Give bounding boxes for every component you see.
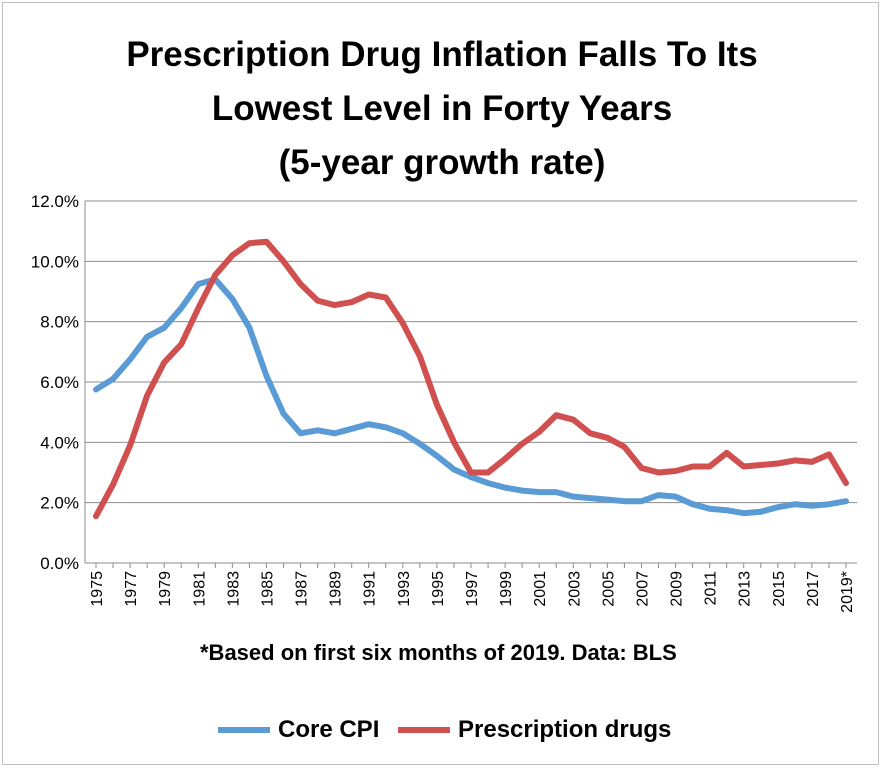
legend-label-core-cpi: Core CPI	[278, 716, 380, 743]
legend-label-prescription-drugs: Prescription drugs	[458, 716, 672, 743]
legend-item-prescription-drugs: Prescription drugs	[398, 710, 671, 750]
x-tick-label: 1977	[123, 571, 140, 607]
chart-subtitle: (5-year growth rate)	[278, 143, 606, 182]
y-tick-label: 2.0%	[40, 494, 79, 513]
x-tick-label: 1987	[294, 571, 311, 607]
chart-title: Prescription Drug Inflation Falls To Its…	[0, 28, 884, 190]
x-tick-label: 2007	[634, 571, 651, 607]
x-tick-label: 1995	[430, 571, 447, 607]
y-tick-label: 0.0%	[40, 554, 79, 573]
x-tick-label: 1991	[362, 571, 379, 607]
series-lines	[93, 238, 849, 520]
y-axis-ticks: 0.0% 2.0% 4.0% 6.0% 8.0% 10.0% 12.0%	[31, 192, 79, 573]
chart-legend: Core CPI Prescription drugs	[0, 710, 884, 750]
x-tick-label: 1979	[157, 571, 174, 607]
legend-swatch-prescription-drugs	[398, 727, 450, 733]
x-tick-label: 2009	[669, 571, 686, 607]
x-tick-label: 2005	[600, 571, 617, 607]
legend-swatch-core-cpi	[218, 727, 270, 733]
chart-title-text: Prescription Drug Inflation Falls To Its…	[126, 35, 758, 128]
x-tick-label: 2011	[703, 571, 720, 606]
line-chart: 0.0%2.0%4.0%6.0%8.0%10.0%12.0% 1975 1977 1…	[31, 192, 857, 613]
x-tick-label: 2015	[771, 571, 788, 607]
x-tick-label: 2013	[737, 571, 754, 607]
x-tick-label: 2003	[566, 571, 583, 607]
x-tick-label: 2001	[532, 571, 549, 607]
x-tick-label: 1985	[259, 571, 276, 607]
x-tick-label: 1999	[498, 571, 515, 607]
x-tick-label: 1997	[464, 571, 481, 607]
gridlines	[84, 200, 857, 564]
legend-item-core-cpi: Core CPI	[218, 710, 379, 750]
x-tick-label: 1993	[396, 571, 413, 607]
y-tick-label: 12.0%	[31, 192, 79, 211]
x-tick-label: 1975	[89, 571, 106, 607]
y-tick-label: 8.0%	[40, 313, 79, 332]
y-tick-label: 4.0%	[40, 433, 79, 452]
x-tick-label: 1981	[191, 571, 208, 607]
series-line-core-cpi	[93, 276, 849, 517]
x-axis-ticks: 1975 1977 1979 1981 1983 1985 1987 1989 1991 1993…	[89, 563, 856, 613]
x-tick-label: 2017	[805, 571, 822, 607]
y-tick-label: 10.0%	[31, 252, 79, 271]
x-tick-label: 1989	[328, 571, 345, 607]
y-tick-label: 6.0%	[40, 373, 79, 392]
chart-footnote: *Based on first six months of 2019. Data…	[200, 640, 677, 665]
x-tick-label: 2019*	[839, 571, 856, 613]
x-tick-label: 1983	[225, 571, 242, 607]
series-line-prescription-drugs	[93, 238, 849, 520]
